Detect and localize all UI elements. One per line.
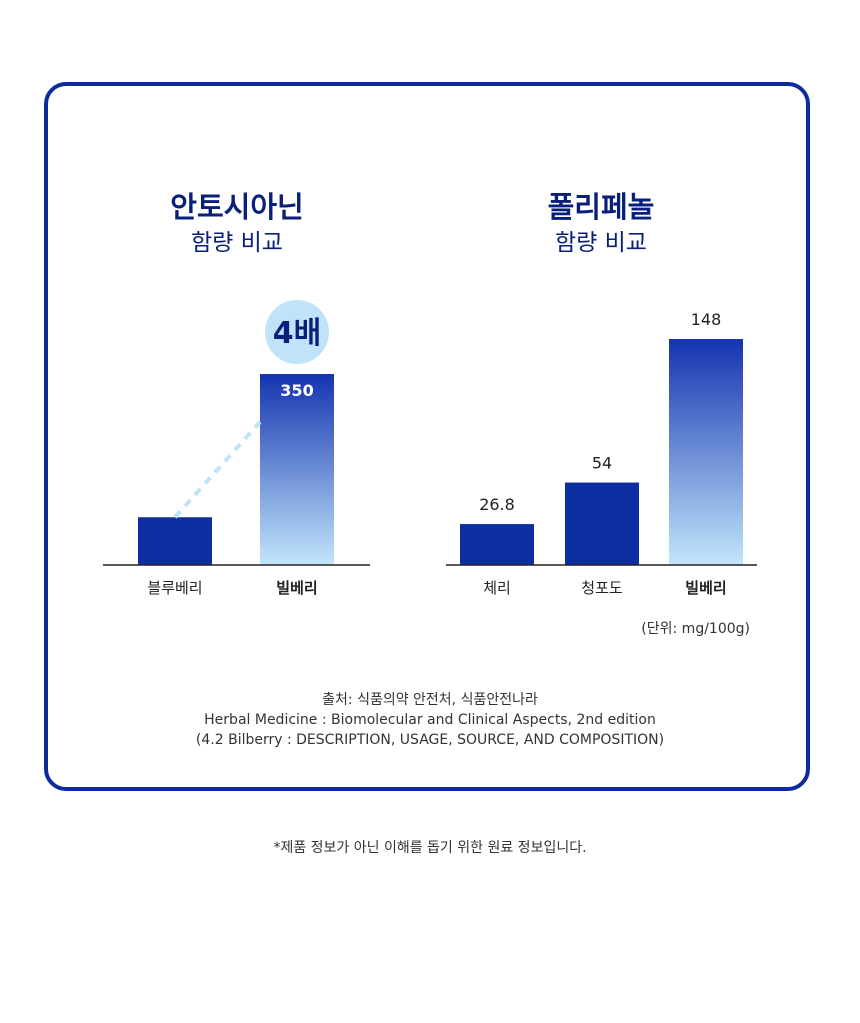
polyphenol-subtitle: 함량 비교 — [555, 230, 647, 256]
source-line: (4.2 Bilberry : DESCRIPTION, USAGE, SOUR… — [195, 732, 665, 748]
anthocyanin-title: 안토시아닌 — [170, 190, 304, 224]
bar-anthocyanin-0 — [138, 517, 212, 565]
badge-circle — [265, 300, 329, 364]
bar-polyphenol-2 — [669, 339, 743, 565]
badge-label: 4배 — [273, 316, 321, 351]
category-label: 빌베리 — [276, 579, 317, 597]
category-label: 청포도 — [581, 579, 623, 597]
category-label: 빌베리 — [685, 579, 726, 597]
comparison-dashed-line — [173, 420, 262, 519]
bar-polyphenol-1 — [565, 482, 639, 565]
bar-anthocyanin-1 — [260, 374, 334, 565]
category-label: 블루베리 — [147, 579, 202, 597]
polyphenol-title: 폴리페놀 — [547, 190, 655, 224]
source-citation: 출처: 식품의약 안전처, 식품안전나라 Herbal Medicine : B… — [44, 690, 816, 750]
category-label: 체리 — [483, 579, 511, 597]
data-label: 26.8 — [479, 495, 515, 514]
disclaimer: *제품 정보가 아닌 이해를 돕기 위한 원료 정보입니다. — [273, 840, 587, 856]
anthocyanin-subtitle: 함량 비교 — [191, 230, 283, 256]
unit-note: (단위: mg/100g) — [641, 621, 750, 637]
data-label: 350 — [280, 381, 313, 400]
bar-polyphenol-0 — [460, 524, 534, 565]
source-line: 출처: 식품의약 안전처, 식품안전나라 — [322, 692, 538, 708]
data-label: 148 — [691, 310, 722, 329]
source-line: Herbal Medicine : Biomolecular and Clini… — [204, 712, 656, 728]
data-label: 54 — [592, 454, 612, 473]
